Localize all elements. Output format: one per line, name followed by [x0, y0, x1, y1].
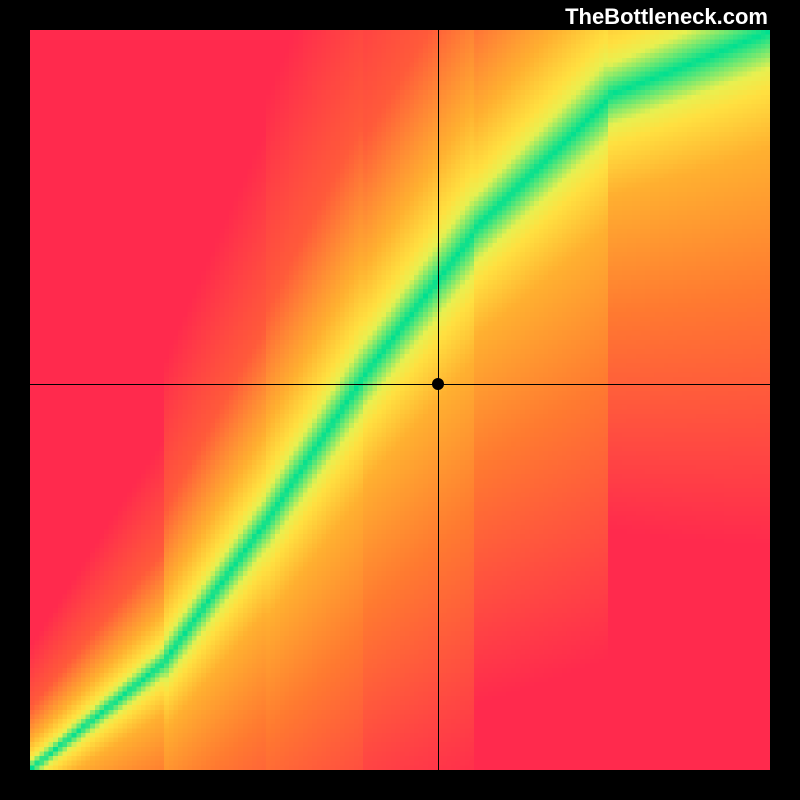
bottleneck-heatmap [30, 30, 770, 770]
crosshair-vertical [438, 30, 439, 770]
watermark-text: TheBottleneck.com [565, 4, 768, 30]
crosshair-horizontal [30, 384, 770, 385]
chart-container: { "type": "heatmap", "image_size": { "wi… [0, 0, 800, 800]
